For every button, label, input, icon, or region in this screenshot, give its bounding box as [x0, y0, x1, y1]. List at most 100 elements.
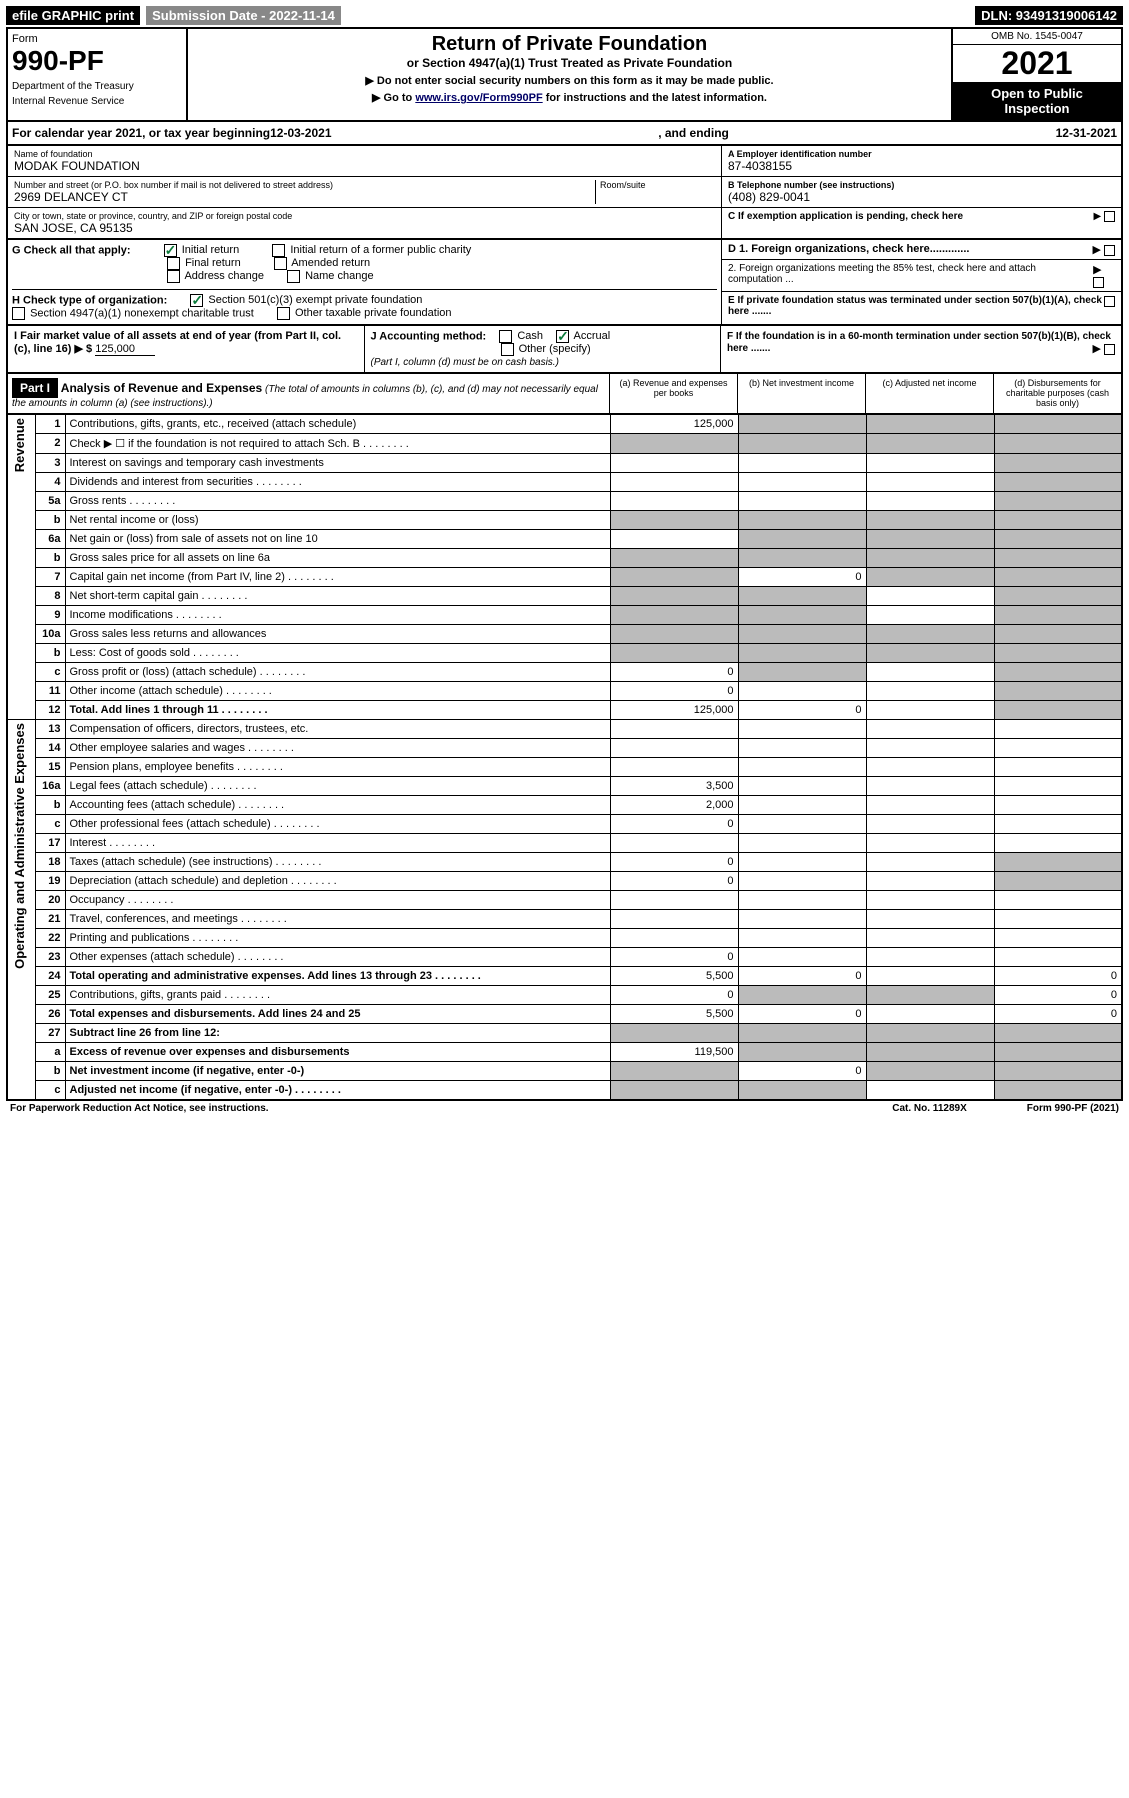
e-checkbox[interactable]: [1104, 296, 1115, 307]
cell-a: 3,500: [610, 777, 738, 796]
chk-4947[interactable]: [12, 307, 25, 320]
table-row: 7Capital gain net income (from Part IV, …: [7, 568, 1122, 587]
cell-c: [866, 644, 994, 663]
ein: 87-4038155: [728, 159, 1115, 173]
cell-b: [738, 853, 866, 872]
row-number: 3: [35, 454, 65, 473]
cell-a: [610, 644, 738, 663]
calyear-mid: , and ending: [332, 126, 1056, 140]
row-number: 9: [35, 606, 65, 625]
revenue-side-label: Revenue: [12, 418, 27, 472]
table-row: 20Occupancy: [7, 891, 1122, 910]
cell-b: [738, 758, 866, 777]
cell-d: [994, 549, 1122, 568]
calendar-year-row: For calendar year 2021, or tax year begi…: [6, 122, 1123, 146]
chk-accrual[interactable]: [556, 330, 569, 343]
cell-a: [610, 549, 738, 568]
e-label: E If private foundation status was termi…: [728, 295, 1104, 317]
cell-a: [610, 511, 738, 530]
row-number: a: [35, 1043, 65, 1062]
cell-b: [738, 834, 866, 853]
table-row: 21Travel, conferences, and meetings: [7, 910, 1122, 929]
g-amended: Amended return: [291, 257, 370, 269]
col-b-hdr: (b) Net investment income: [737, 374, 865, 413]
row-label: Other income (attach schedule): [65, 682, 610, 701]
cell-c: [866, 606, 994, 625]
irs-link[interactable]: www.irs.gov/Form990PF: [415, 92, 542, 104]
row-label: Excess of revenue over expenses and disb…: [65, 1043, 610, 1062]
chk-amended[interactable]: [274, 257, 287, 270]
cell-c: [866, 986, 994, 1005]
chk-501c3[interactable]: [190, 294, 203, 307]
cell-d: [994, 701, 1122, 720]
cell-b: [738, 929, 866, 948]
row-label: Adjusted net income (if negative, enter …: [65, 1081, 610, 1101]
chk-name-change[interactable]: [287, 270, 300, 283]
cell-b: [738, 415, 866, 434]
cell-c: [866, 815, 994, 834]
cell-b: [738, 511, 866, 530]
dln: DLN: 93491319006142: [975, 6, 1123, 25]
city-label: City or town, state or province, country…: [14, 211, 715, 221]
chk-other-tax[interactable]: [277, 307, 290, 320]
cell-c: [866, 511, 994, 530]
part1-header: Part I Analysis of Revenue and Expenses …: [6, 374, 1123, 415]
chk-other-method[interactable]: [501, 343, 514, 356]
cell-c: [866, 1043, 994, 1062]
row-number: 19: [35, 872, 65, 891]
cell-a: [610, 1024, 738, 1043]
row-label: Other expenses (attach schedule): [65, 948, 610, 967]
row-number: 27: [35, 1024, 65, 1043]
cell-d: [994, 682, 1122, 701]
f-checkbox[interactable]: [1104, 344, 1115, 355]
h-4947: Section 4947(a)(1) nonexempt charitable …: [30, 307, 254, 319]
table-row: 14Other employee salaries and wages: [7, 739, 1122, 758]
c-checkbox[interactable]: [1104, 211, 1115, 222]
open-inspection: Open to Public Inspection: [953, 82, 1121, 120]
cell-d: [994, 929, 1122, 948]
row-number: 20: [35, 891, 65, 910]
cell-b: [738, 986, 866, 1005]
table-row: 9Income modifications: [7, 606, 1122, 625]
chk-final[interactable]: [167, 257, 180, 270]
cell-d: [994, 606, 1122, 625]
table-row: 15Pension plans, employee benefits: [7, 758, 1122, 777]
cell-c: [866, 777, 994, 796]
cell-c: [866, 701, 994, 720]
cell-a: [610, 739, 738, 758]
cell-b: [738, 549, 866, 568]
chk-initial-former[interactable]: [272, 244, 285, 257]
cell-c: [866, 834, 994, 853]
cell-b: [738, 492, 866, 511]
cell-d: [994, 568, 1122, 587]
cell-d: [994, 758, 1122, 777]
row-label: Occupancy: [65, 891, 610, 910]
chk-cash[interactable]: [499, 330, 512, 343]
cell-b: [738, 777, 866, 796]
row-number: 17: [35, 834, 65, 853]
cell-b: [738, 644, 866, 663]
info-block: Name of foundation MODAK FOUNDATION Numb…: [6, 146, 1123, 240]
cell-d: [994, 625, 1122, 644]
j-other: Other (specify): [519, 343, 591, 355]
chk-addr-change[interactable]: [167, 270, 180, 283]
d1-checkbox[interactable]: [1104, 245, 1115, 256]
phone: (408) 829-0041: [728, 190, 1115, 204]
table-row: bLess: Cost of goods sold: [7, 644, 1122, 663]
table-row: cAdjusted net income (if negative, enter…: [7, 1081, 1122, 1101]
table-row: cOther professional fees (attach schedul…: [7, 815, 1122, 834]
row-number: 24: [35, 967, 65, 986]
cell-a: [610, 929, 738, 948]
row-number: 22: [35, 929, 65, 948]
cell-a: 0: [610, 872, 738, 891]
chk-initial[interactable]: [164, 244, 177, 257]
row-number: c: [35, 663, 65, 682]
calyear-end: 12-31-2021: [1056, 126, 1117, 140]
calyear-begin: 12-03-2021: [270, 126, 331, 140]
j-cash: Cash: [517, 330, 543, 342]
d2-checkbox[interactable]: [1093, 277, 1104, 288]
cell-a: [610, 454, 738, 473]
table-row: bNet rental income or (loss): [7, 511, 1122, 530]
cell-a: [610, 625, 738, 644]
phone-label: B Telephone number (see instructions): [728, 180, 1115, 190]
